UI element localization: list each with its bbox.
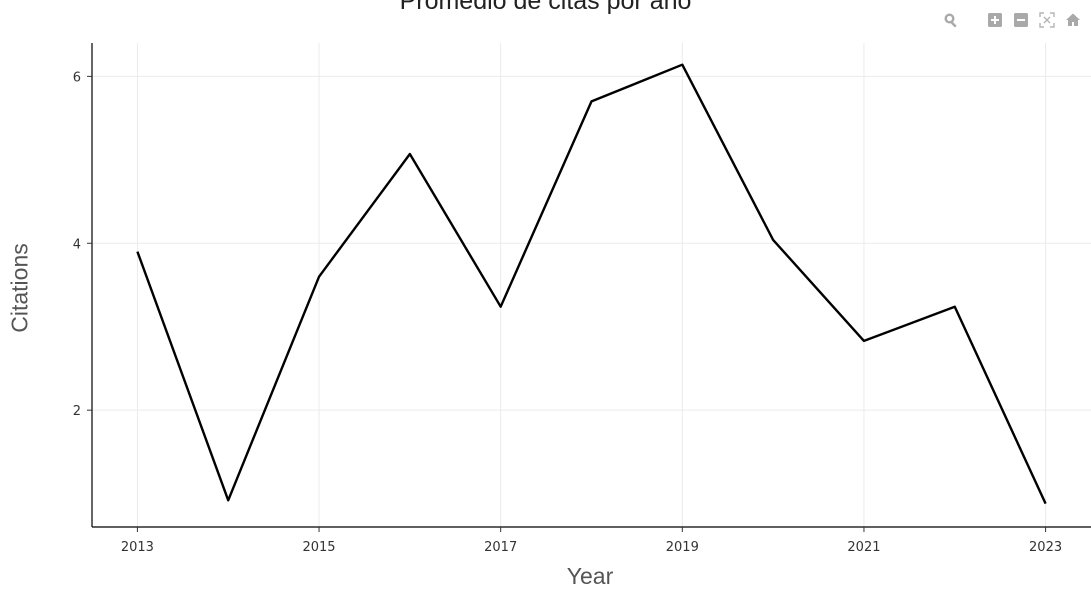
x-tick-label: 2015 [302,540,335,555]
zoom-icon[interactable] [941,10,961,30]
x-tick-label: 2023 [1029,540,1062,555]
home-icon[interactable] [1063,10,1083,30]
y-tick-label: 6 [73,70,81,85]
y-tick-label: 4 [73,237,81,252]
x-tick-label: 2021 [847,540,880,555]
y-tick-label: 2 [73,404,81,419]
autoscale-icon[interactable] [1037,10,1057,30]
x-axis-title: Year [566,563,614,589]
chart-title: Promedio de citas por año [399,0,692,15]
x-tick-label: 2019 [666,540,699,555]
modebar [941,10,1083,30]
zoom-in-icon[interactable] [985,10,1005,30]
x-tick-label: 2017 [484,540,517,555]
y-axis-title: Citations [6,243,33,333]
series-line [136,63,1047,505]
zoom-out-icon[interactable] [1011,10,1031,30]
x-tick-label: 2013 [121,540,154,555]
